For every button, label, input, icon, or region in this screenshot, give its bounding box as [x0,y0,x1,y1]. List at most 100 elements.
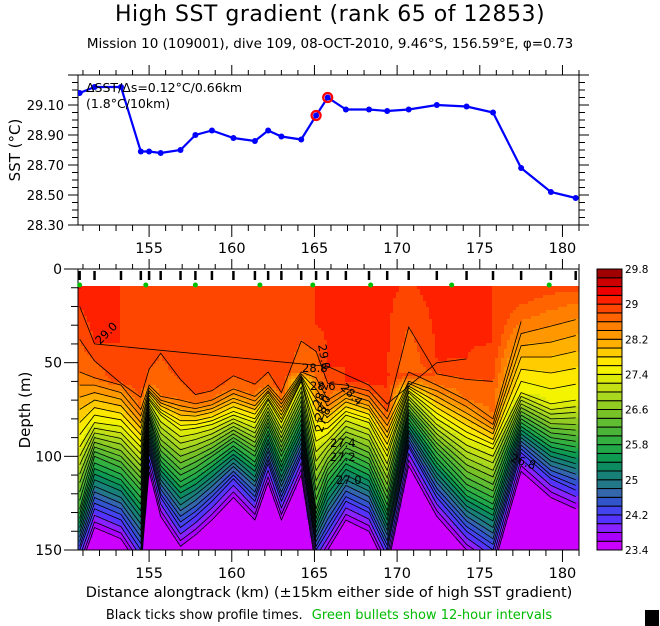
sst-data-point [366,106,373,113]
section-cell [237,355,241,359]
section-cell [234,481,238,485]
section-cell [213,340,217,344]
section-cell [198,430,202,434]
section-cell [240,319,244,323]
section-cell [195,523,199,527]
section-cell [105,442,109,446]
section-cell [78,469,82,473]
section-cell [159,511,163,515]
section-cell [186,316,190,320]
section-cell [117,334,121,338]
section-cell [186,292,190,296]
section-cell [84,547,88,550]
section-cell [117,445,121,449]
section-cell [192,301,196,305]
section-cell [132,439,136,443]
section-cell [90,379,94,383]
section-cell [138,307,142,311]
section-cell [174,358,178,362]
section-cell [207,358,211,362]
section-cell [138,319,142,323]
section-cell [81,337,85,341]
section-cell [183,313,187,317]
section-cell [90,469,94,473]
section-cell [174,490,178,494]
section-cell [234,358,238,362]
section-cell [210,493,214,497]
section-cell [123,394,127,398]
section-cell [108,511,112,515]
section-cell [132,466,136,470]
section-cell [192,490,196,494]
section-cell [93,295,97,299]
section-cell [126,361,130,365]
section-cell [96,370,100,374]
section-cell [201,337,205,341]
section-cell [186,499,190,503]
section-cell [186,529,190,533]
section-cell [87,319,91,323]
section-cell [108,295,112,299]
section-cell [225,505,229,509]
section-cell [171,391,175,395]
section-cell [84,445,88,449]
section-cell [240,508,244,512]
section-cell [123,496,127,500]
section-cell [198,355,202,359]
section-cell [102,292,106,296]
section-cell [204,481,208,485]
section-cell [129,439,133,443]
section-cell [93,457,97,461]
section-cell [117,451,121,455]
section-cell [210,424,214,428]
section-cell [177,436,181,440]
section-cell [156,478,160,482]
section-cell [207,499,211,503]
section-cell [183,376,187,380]
section-cell [183,412,187,416]
section-cell [117,346,121,350]
section-cell [201,349,205,353]
section-cell [177,361,181,365]
section-cell [126,322,130,326]
section-cell [237,349,241,353]
section-cell [171,526,175,530]
section-cell [174,493,178,497]
section-cell [234,451,238,455]
section-cell [102,403,106,407]
section-cell [93,430,97,434]
section-cell [123,340,127,344]
section-cell [186,373,190,377]
section-cell [180,349,184,353]
section-cell [177,388,181,392]
section-cell [177,307,181,311]
section-cell [237,382,241,386]
section-cell [96,511,100,515]
section-cell [78,526,82,530]
section-cell [213,310,217,314]
section-cell [177,439,181,443]
section-cell [198,424,202,428]
section-cell [120,286,124,290]
section-cell [87,472,91,476]
section-cell [189,448,193,452]
section-cell [240,310,244,314]
section-cell [162,376,166,380]
section-cell [207,505,211,509]
section-cell [204,466,208,470]
section-cell [81,544,85,548]
section-cell [96,445,100,449]
section-cell [144,535,148,539]
section-cell [168,316,172,320]
section-cell [102,547,106,550]
section-cell [78,481,82,485]
section-cell [114,451,118,455]
section-cell [192,502,196,506]
section-cell [210,397,214,401]
section-cell [78,523,82,527]
section-cell [195,514,199,518]
section-cell [147,373,151,377]
section-cell [78,364,82,368]
section-cell [210,307,214,311]
